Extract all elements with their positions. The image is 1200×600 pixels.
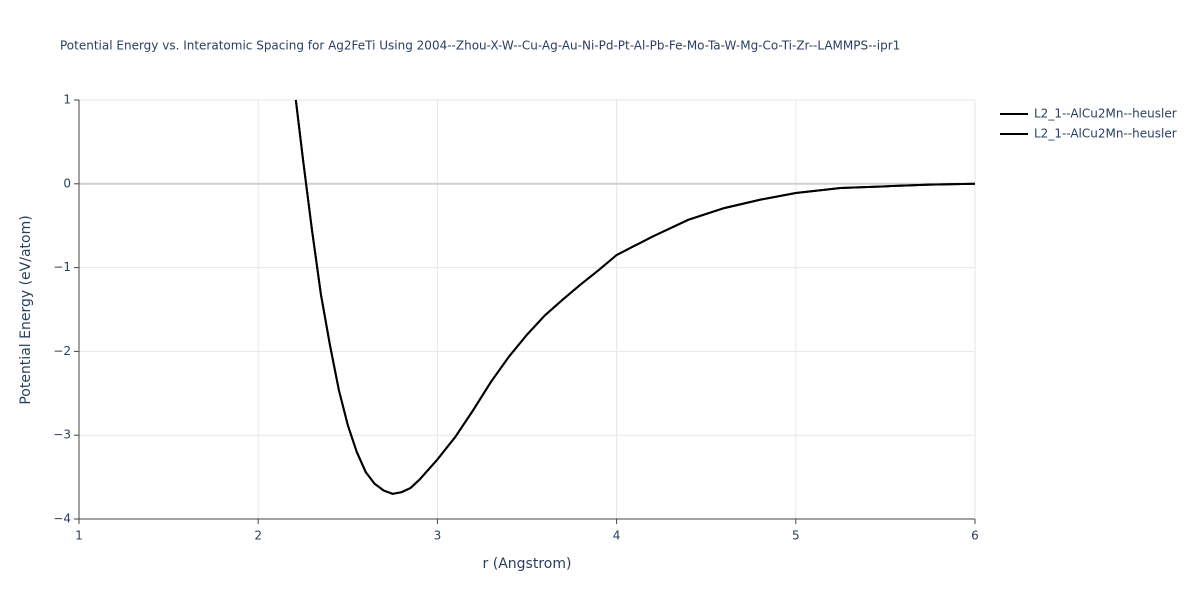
line-series [294,99,976,495]
y-tick-label: 0 [63,176,71,190]
x-tick-label: 5 [792,529,800,543]
y-tick-label: −3 [53,428,71,442]
x-tick-label: 1 [75,529,83,543]
x-tick-label: 6 [971,529,979,543]
x-tick-label: 4 [613,529,621,543]
x-tick-label: 3 [434,529,442,543]
x-tick-label: 2 [254,529,262,543]
chart-title: Potential Energy vs. Interatomic Spacing… [60,39,900,53]
y-tick-label: −2 [53,344,71,358]
y-tick-label: −4 [53,512,71,526]
y-axis-label: Potential Energy (eV/atom) [18,215,34,404]
x-axis-label: r (Angstrom) [483,556,572,572]
y-tick-label: −1 [53,260,71,274]
legend-label: L2_1--AlCu2Mn--heusler [1034,127,1177,141]
y-tick-label: 1 [63,93,71,107]
legend-label: L2_1--AlCu2Mn--heusler [1034,107,1177,121]
